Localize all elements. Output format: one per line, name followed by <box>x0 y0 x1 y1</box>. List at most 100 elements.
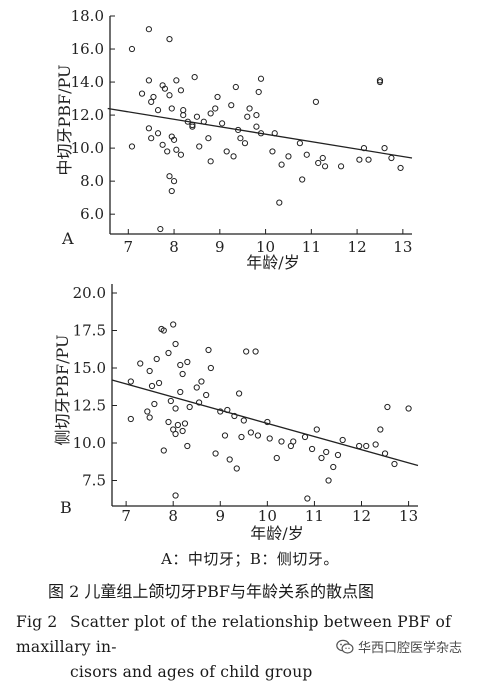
data-point <box>207 110 214 117</box>
y-tick-label: 18.0 <box>71 7 104 25</box>
data-point <box>166 92 173 99</box>
data-point <box>177 388 184 396</box>
data-point <box>195 399 203 406</box>
x-tick-label: 11 <box>302 238 321 256</box>
x-tick-label: 7 <box>121 507 131 525</box>
data-point <box>226 456 233 463</box>
data-point <box>150 93 157 101</box>
data-point <box>253 111 260 119</box>
data-point <box>337 163 345 170</box>
y-tick-label: 10.0 <box>71 139 104 157</box>
data-point <box>223 148 230 155</box>
data-point <box>318 454 325 462</box>
x-tick-label: 9 <box>216 507 226 525</box>
y-tick-label: 17.5 <box>73 322 106 340</box>
data-point <box>212 450 219 457</box>
data-point <box>365 156 372 163</box>
data-point <box>214 93 221 101</box>
data-point <box>212 105 219 112</box>
data-point <box>166 173 173 180</box>
y-tick-label: 6.0 <box>80 205 104 223</box>
data-point <box>301 433 309 441</box>
data-point <box>181 420 189 427</box>
data-point <box>172 430 179 438</box>
figure-caption-english: Fig 2 Scatter plot of the relationship be… <box>16 610 486 685</box>
x-tick-label: 10 <box>258 507 277 525</box>
data-point <box>168 105 175 112</box>
data-point <box>144 408 151 415</box>
data-point <box>233 465 240 472</box>
data-point <box>151 400 158 408</box>
data-point <box>138 90 146 97</box>
data-point <box>172 492 179 499</box>
data-point <box>384 403 391 411</box>
data-point <box>325 477 332 484</box>
y-tick-label: 16.0 <box>71 40 104 58</box>
data-point <box>381 145 388 152</box>
trend-line <box>107 107 413 159</box>
data-point <box>237 135 244 142</box>
x-tick-label: 12 <box>352 507 371 525</box>
data-point <box>174 421 182 429</box>
data-point <box>153 355 160 363</box>
data-point <box>198 378 205 385</box>
data-point <box>278 161 285 168</box>
data-point <box>160 447 167 454</box>
data-point <box>246 105 253 112</box>
data-point <box>203 391 210 399</box>
data-point <box>170 136 178 143</box>
data-point <box>315 159 322 167</box>
data-point <box>137 360 144 367</box>
data-point <box>128 45 136 53</box>
data-point <box>207 364 214 372</box>
data-point <box>184 118 191 125</box>
data-point <box>165 349 172 357</box>
data-point <box>180 107 187 114</box>
data-point <box>145 125 152 132</box>
x-tick-label: 12 <box>348 238 367 256</box>
data-point <box>247 429 254 436</box>
data-point <box>128 143 136 150</box>
data-point <box>145 77 152 84</box>
data-point <box>276 199 283 206</box>
wechat-icon <box>336 639 354 654</box>
data-point <box>243 348 250 355</box>
data-point <box>164 148 171 155</box>
data-point <box>244 113 251 120</box>
data-point <box>184 442 191 450</box>
y-tick-label: 7.5 <box>82 472 106 490</box>
data-point <box>308 445 316 453</box>
caption-en-line-2: cisors and ages of child group <box>70 663 313 681</box>
data-point <box>200 118 207 125</box>
data-point <box>334 451 342 459</box>
data-point <box>232 83 239 91</box>
panel-label: B <box>60 498 72 517</box>
data-point <box>154 130 162 137</box>
data-point <box>255 88 262 96</box>
data-point <box>167 397 174 405</box>
scatter-panel-b: 7.5 10.0 12.5 15.0 17.5 20.0 7 8 9 10 11 12 13 侧切牙PBF… <box>53 284 419 540</box>
data-point <box>180 111 187 119</box>
data-point <box>127 415 134 423</box>
data-point <box>127 378 134 385</box>
data-point <box>168 187 175 195</box>
data-point <box>184 358 191 366</box>
y-tick-label: 14.0 <box>71 73 104 91</box>
data-point <box>323 448 330 456</box>
data-point <box>241 140 249 147</box>
x-tick-label: 11 <box>305 507 324 525</box>
data-point <box>179 370 186 378</box>
data-point <box>154 107 162 114</box>
data-point <box>356 156 363 163</box>
watermark-text: 华西口腔医学杂志 <box>358 641 463 656</box>
data-point <box>264 418 271 426</box>
data-point <box>299 176 306 183</box>
y-tick-label: 15.0 <box>73 359 106 377</box>
data-point <box>160 327 167 334</box>
data-point <box>172 340 179 348</box>
figure-tag: Fig 2 <box>16 613 58 631</box>
data-point <box>177 87 185 94</box>
data-point <box>191 74 198 81</box>
data-point <box>170 321 177 328</box>
data-point <box>296 140 303 147</box>
